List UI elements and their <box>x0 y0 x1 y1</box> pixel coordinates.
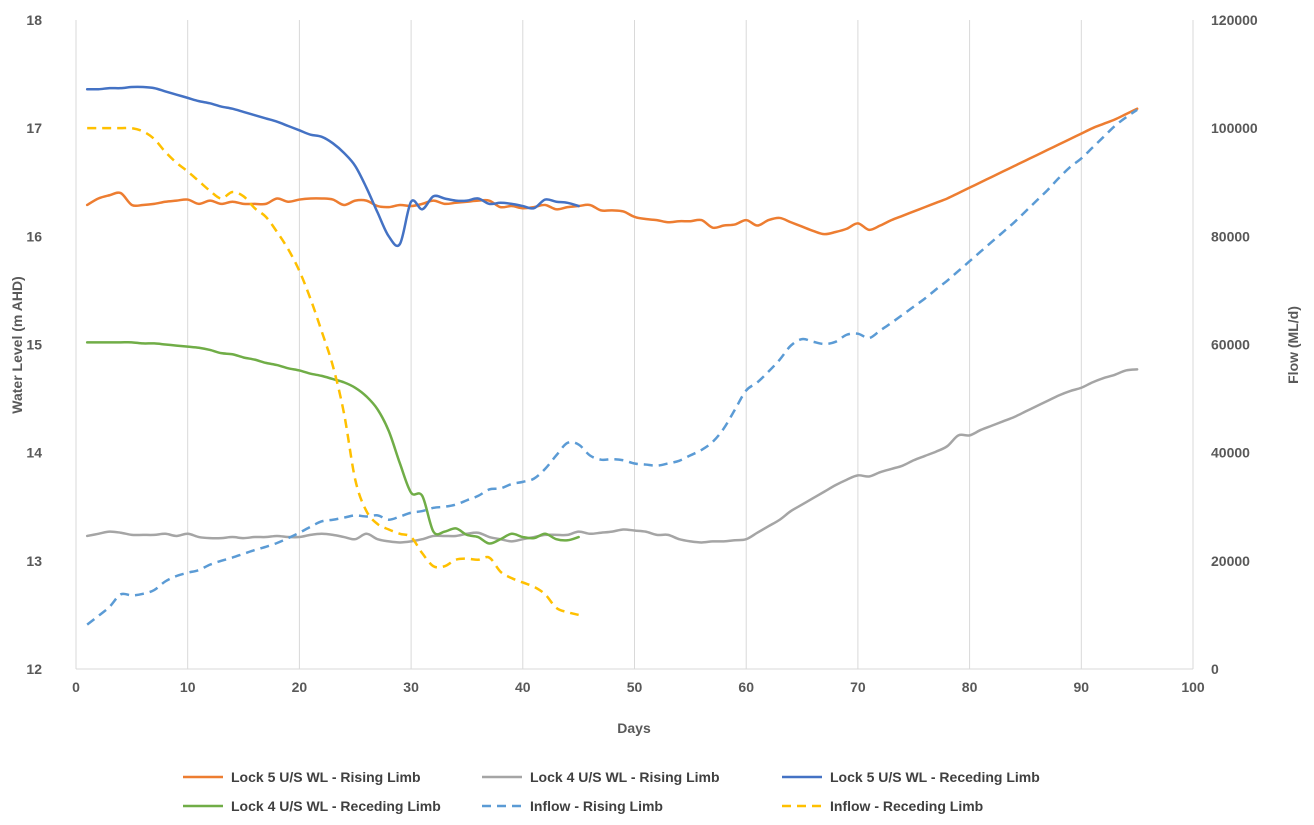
y2-tick-label: 100000 <box>1211 120 1258 136</box>
series-line-3 <box>85 85 580 248</box>
x-tick-label: 70 <box>850 679 866 695</box>
series-lines <box>85 85 1139 626</box>
x-tick-label: 50 <box>627 679 643 695</box>
y-tick-label: 13 <box>26 553 42 569</box>
legend-label: Lock 4 U/S WL - Rising Limb <box>530 769 720 785</box>
series-line-4 <box>85 341 580 545</box>
y-tick-label: 16 <box>26 228 42 244</box>
grid-lines <box>75 20 1194 669</box>
legend-label: Lock 5 U/S WL - Receding Limb <box>830 769 1040 785</box>
y2-tick-label: 20000 <box>1211 553 1250 569</box>
y2-tick-label: 80000 <box>1211 228 1250 244</box>
x-tick-label: 90 <box>1074 679 1090 695</box>
x-tick-label: 60 <box>738 679 754 695</box>
legend-label: Inflow - Rising Limb <box>530 798 663 814</box>
y2-tick-label: 120000 <box>1211 12 1258 28</box>
y-tick-label: 15 <box>26 337 42 353</box>
legend-label: Lock 4 U/S WL - Receding Limb <box>231 798 441 814</box>
y-tick-label: 18 <box>26 12 42 28</box>
x-axis-title: Days <box>617 720 651 736</box>
x-tick-label: 20 <box>292 679 308 695</box>
series-line-6 <box>87 126 579 617</box>
y-axis-title: Water Level (m AHD) <box>9 276 25 413</box>
x-tick-label: 10 <box>180 679 196 695</box>
x-tick-label: 30 <box>403 679 419 695</box>
x-tick-label: 80 <box>962 679 978 695</box>
y2-tick-label: 40000 <box>1211 445 1250 461</box>
legend-label: Lock 5 U/S WL - Rising Limb <box>231 769 421 785</box>
x-tick-label: 100 <box>1181 679 1205 695</box>
series-line-5 <box>86 108 1138 626</box>
legend-label: Inflow - Receding Limb <box>830 798 983 814</box>
axes: 0 10 20 30 40 50 60 70 80 90 100 12 13 14 15 16 17 18 0 200… <box>26 12 1258 695</box>
x-tick-label: 40 <box>515 679 531 695</box>
y2-tick-label: 0 <box>1211 661 1219 677</box>
y2-axis-title: Flow (ML/d) <box>1285 306 1301 384</box>
series-line-1 <box>85 107 1139 236</box>
y-tick-label: 12 <box>26 661 42 677</box>
y-tick-label: 14 <box>26 445 42 461</box>
x-tick-label: 0 <box>72 679 80 695</box>
series-line-2 <box>85 368 1139 544</box>
legend: Lock 5 U/S WL - Rising Limb Lock 4 U/S WL… <box>183 769 1040 814</box>
y2-tick-label: 60000 <box>1211 337 1250 353</box>
y-tick-label: 17 <box>26 120 42 136</box>
